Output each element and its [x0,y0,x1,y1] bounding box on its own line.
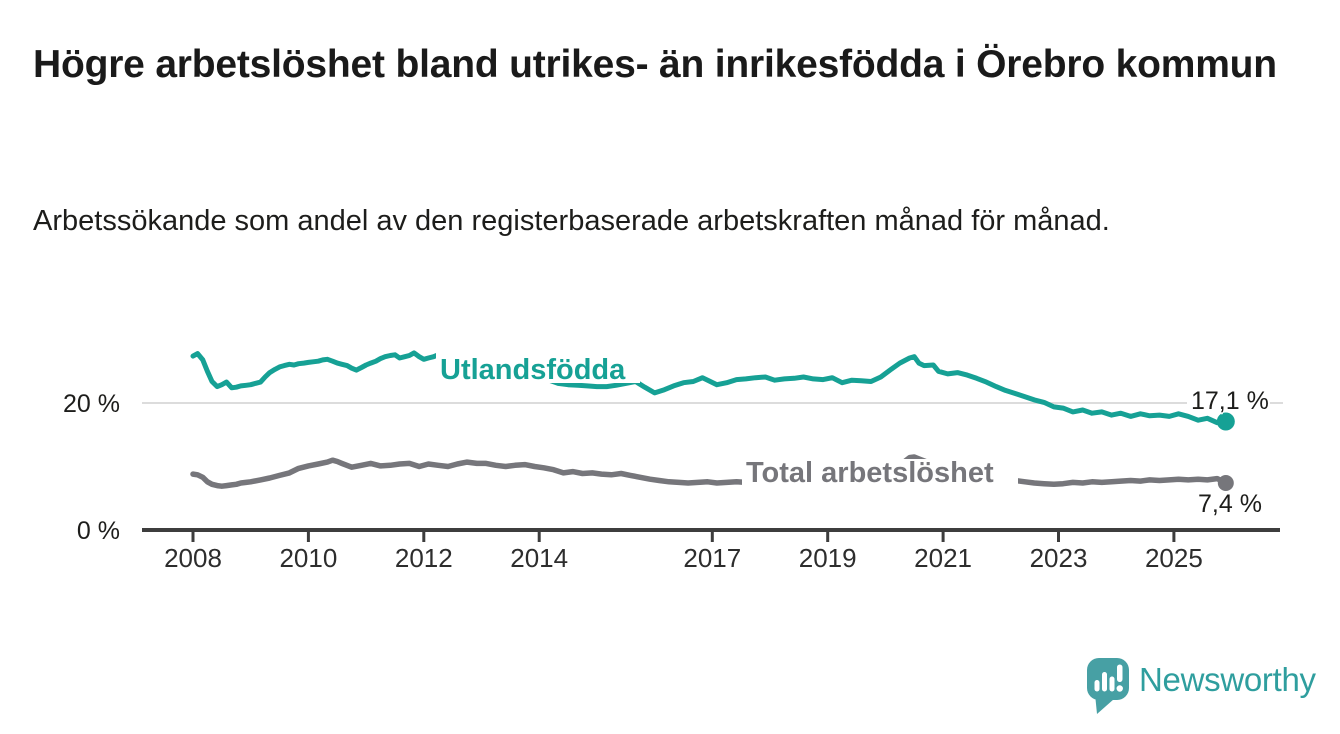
x-tick-label: 2021 [914,543,973,573]
page-title: Högre arbetslöshet bland utrikes- än inr… [33,43,1277,86]
label-mask-value [1187,389,1265,411]
x-tick-label: 2012 [394,543,453,573]
series-end-dot-0 [1216,412,1235,431]
series-line-0 [190,350,1229,426]
label-mask-utlandsfodda [436,350,640,383]
series-line-1 [190,454,1229,489]
series-end-dot-1 [1217,475,1234,491]
chart-subtitle: Arbetssökande som andel av den registerb… [33,205,1110,237]
end-value-label-total: 7,4 % [1198,490,1262,518]
x-tick-label: 2019 [798,543,857,573]
end-value-label-utlandsfodda: 17,1 % [1191,387,1269,415]
x-tick-label: 2023 [1029,543,1088,573]
x-tick-label: 2014 [510,543,569,573]
y-tick-label-20: 20 % [63,390,120,418]
newsworthy-logo-icon [1087,658,1129,714]
x-tick-label: 2010 [279,543,338,573]
series-label-utlandsfodda: Utlandsfödda [440,354,626,386]
newsworthy-logo-text: Newsworthy [1139,661,1316,698]
x-tick-label: 2025 [1144,543,1203,573]
x-tick-label: 2008 [164,543,222,573]
y-tick-label-0: 0 % [76,517,120,545]
label-mask-total [742,459,1018,491]
series-label-total: Total arbetslöshet [746,457,994,489]
x-tick-label: 2017 [683,543,742,573]
